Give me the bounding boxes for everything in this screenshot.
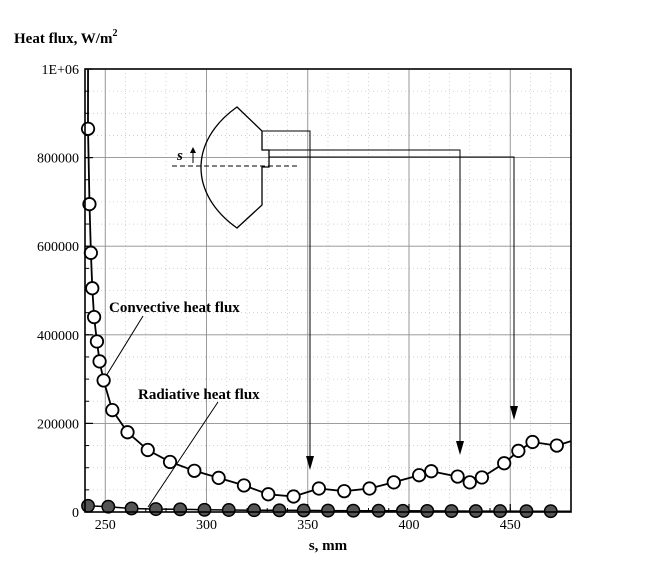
radiative-marker	[493, 504, 508, 519]
radiative-marker	[101, 499, 116, 514]
convective-marker	[474, 470, 489, 485]
convective-marker	[525, 434, 540, 450]
radiative-leader-line	[147, 401, 219, 508]
convective-marker	[511, 443, 526, 458]
convective-marker	[450, 469, 465, 484]
x-tick-label: 250	[95, 518, 116, 533]
body-schematic-inset: s	[172, 106, 518, 470]
convective-marker	[140, 442, 155, 458]
pointer-line-2	[269, 149, 461, 443]
radiative-marker	[395, 503, 410, 518]
convective-marker	[92, 354, 107, 369]
convective-marker	[424, 464, 439, 479]
convective-marker	[362, 481, 377, 496]
radiative-marker	[519, 504, 534, 519]
pointer-arrow-3	[510, 406, 518, 420]
convective-marker	[89, 334, 105, 349]
pointer-line-1	[262, 130, 311, 458]
convective-marker	[105, 403, 120, 418]
radiative-marker	[173, 502, 188, 517]
radiative-marker	[420, 503, 435, 518]
y-tick-label: 400000	[37, 329, 79, 344]
radiative-marker	[197, 502, 212, 517]
convective-marker	[462, 475, 477, 490]
body-outline	[200, 106, 270, 229]
x-axis-title: s, mm	[309, 538, 348, 554]
convective-marker	[261, 487, 276, 502]
y-tick-label: 200000	[37, 417, 79, 432]
y-axis-title: Heat flux, W/m2	[14, 28, 117, 47]
radiative-marker	[444, 504, 459, 518]
convective-marker	[497, 456, 512, 471]
convective-series-label: Convective heat flux	[109, 300, 240, 316]
radiative-marker	[321, 503, 335, 518]
x-tick-label: 350	[297, 518, 318, 533]
convective-curve	[87, 68, 572, 498]
convective-marker	[386, 475, 401, 490]
s-arrow-label: s	[176, 148, 183, 164]
x-tick-label: 450	[500, 518, 521, 533]
s-arrow-head	[190, 147, 196, 153]
convective-marker	[412, 468, 427, 483]
convective-marker	[120, 425, 135, 440]
radiative-marker	[371, 503, 386, 518]
convective-marker	[211, 470, 226, 485]
convective-marker	[85, 281, 100, 296]
convective-marker	[337, 484, 352, 499]
convective-leader-line	[102, 315, 144, 382]
radiative-marker	[247, 503, 262, 518]
radiative-marker	[272, 503, 287, 518]
y-axis-title-sup: 2	[112, 28, 117, 39]
grid-layer	[84, 68, 572, 513]
x-tick-label: 400	[399, 518, 420, 533]
radiative-marker	[296, 503, 311, 518]
pointer-arrow-2	[456, 441, 464, 455]
y-tick-label: 0	[72, 506, 79, 521]
y-tick-label: 1E+06	[42, 63, 79, 78]
convective-marker	[187, 463, 202, 478]
convective-marker	[83, 245, 98, 260]
ticks-layer: 250 300 350 400 450 0 200000 400000 600000 800000…	[37, 63, 572, 533]
y-tick-label: 600000	[37, 240, 79, 255]
pointer-line-3	[269, 156, 515, 408]
convective-marker	[87, 309, 102, 325]
radiative-marker	[221, 503, 236, 517]
convective-marker	[236, 478, 252, 493]
convective-marker	[96, 373, 111, 388]
radiative-marker	[81, 498, 95, 513]
radiative-marker	[148, 502, 163, 517]
plot-frame	[84, 68, 572, 513]
convective-marker	[286, 489, 301, 504]
convective-marker	[162, 454, 178, 470]
pointer-arrow-1	[306, 456, 314, 470]
convective-marker	[82, 197, 97, 212]
radiative-series-label: Radiative heat flux	[138, 387, 260, 403]
x-tick-label: 300	[196, 518, 217, 533]
convective-marker	[80, 121, 96, 136]
y-tick-label: 800000	[37, 152, 79, 167]
convective-marker	[311, 481, 326, 496]
radiative-marker	[468, 504, 483, 519]
series-layer	[80, 68, 572, 519]
convective-marker	[549, 438, 564, 453]
y-axis-title-text: Heat flux, W/m	[14, 31, 113, 47]
radiative-marker	[346, 503, 361, 518]
